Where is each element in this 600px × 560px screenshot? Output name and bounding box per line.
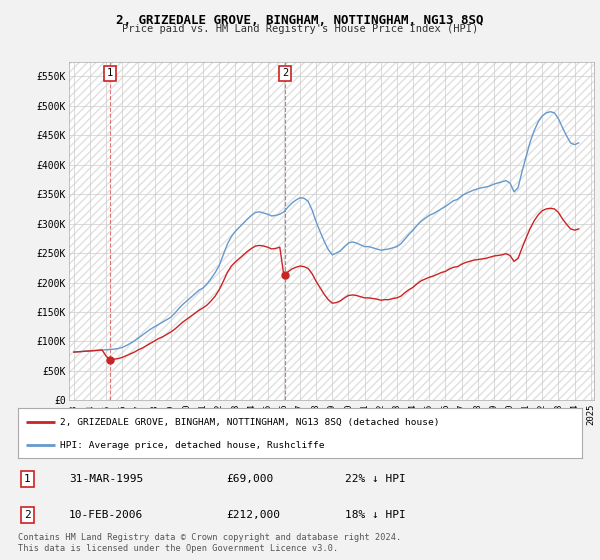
- Text: £212,000: £212,000: [227, 510, 281, 520]
- Text: 18% ↓ HPI: 18% ↓ HPI: [345, 510, 406, 520]
- Text: 31-MAR-1995: 31-MAR-1995: [69, 474, 143, 484]
- Text: 1: 1: [107, 68, 113, 78]
- Text: 10-FEB-2006: 10-FEB-2006: [69, 510, 143, 520]
- Text: 2, GRIZEDALE GROVE, BINGHAM, NOTTINGHAM, NG13 8SQ (detached house): 2, GRIZEDALE GROVE, BINGHAM, NOTTINGHAM,…: [60, 418, 440, 427]
- Text: 22% ↓ HPI: 22% ↓ HPI: [345, 474, 406, 484]
- Text: Contains HM Land Registry data © Crown copyright and database right 2024.
This d: Contains HM Land Registry data © Crown c…: [18, 533, 401, 553]
- Text: 2, GRIZEDALE GROVE, BINGHAM, NOTTINGHAM, NG13 8SQ: 2, GRIZEDALE GROVE, BINGHAM, NOTTINGHAM,…: [116, 14, 484, 27]
- Text: £69,000: £69,000: [227, 474, 274, 484]
- Text: 2: 2: [23, 510, 31, 520]
- Text: 2: 2: [282, 68, 288, 78]
- Text: 1: 1: [23, 474, 31, 484]
- Text: HPI: Average price, detached house, Rushcliffe: HPI: Average price, detached house, Rush…: [60, 441, 325, 450]
- Text: Price paid vs. HM Land Registry's House Price Index (HPI): Price paid vs. HM Land Registry's House …: [122, 24, 478, 34]
